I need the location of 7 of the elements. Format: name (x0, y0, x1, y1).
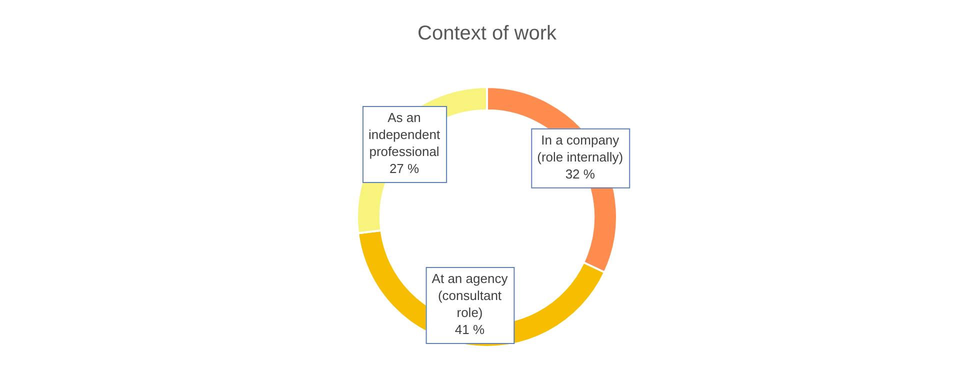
slice-label: In a company (role internally) (537, 132, 624, 164)
slice-label: As an independent professional (368, 110, 440, 160)
slice-label: At an agency (consultant role) (432, 271, 508, 320)
data-label: 27 % (389, 161, 420, 176)
data-label: 41 % (454, 322, 485, 338)
data-label: 32 % (565, 166, 596, 182)
chart-title: Context of work (418, 22, 558, 45)
